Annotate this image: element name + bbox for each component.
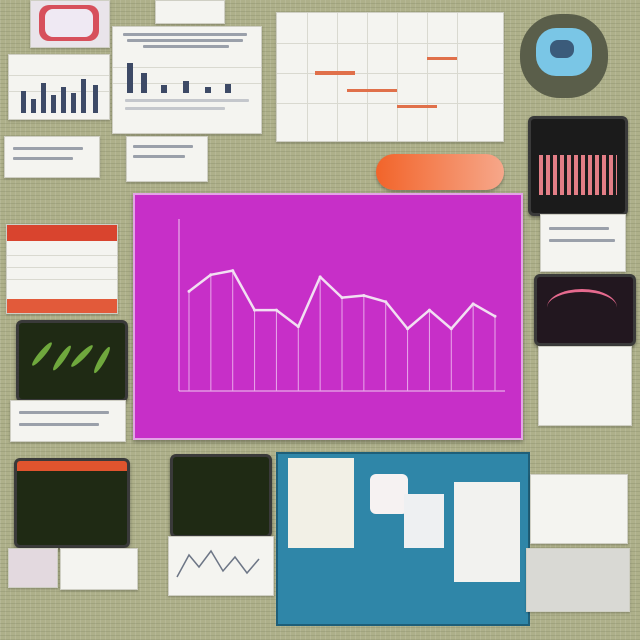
tablet-pink-graph: [534, 274, 636, 346]
tablet-leaf-image-left: [16, 320, 128, 402]
data-point: [274, 308, 278, 312]
line-chart-card-bottom: [168, 536, 274, 596]
data-point: [253, 308, 257, 312]
bottom-right-photo: [526, 548, 630, 612]
top-small-card: [155, 0, 225, 24]
map-panel: [520, 14, 608, 98]
data-point: [449, 327, 453, 331]
bar-chart-card-left: [8, 54, 110, 120]
data-point: [362, 294, 366, 298]
bottom-right-doc: [530, 474, 628, 544]
bottom-left-small: [8, 548, 58, 588]
tablet-bar-chart: [528, 116, 628, 216]
data-point: [296, 325, 300, 329]
data-point: [318, 275, 322, 279]
top-left-poster: [30, 0, 110, 48]
data-point: [493, 314, 497, 318]
bar-chart-card-center: [112, 26, 262, 134]
line-doc-left: [10, 400, 126, 442]
right-doc-card: [540, 214, 626, 272]
red-table-card: [6, 224, 118, 314]
main-line-chart: [178, 219, 505, 392]
data-point: [187, 289, 191, 293]
teal-board: [276, 452, 530, 626]
tablet-leaf-image-bottom-left: [14, 458, 130, 548]
small-doc-center: [126, 136, 208, 182]
data-point: [384, 300, 388, 304]
data-point: [427, 308, 431, 312]
data-point: [406, 327, 410, 331]
bottom-left-small-2: [60, 548, 138, 590]
right-doc-card-2: [538, 346, 632, 426]
data-point: [231, 269, 235, 273]
tablet-leaf-image-bottom-center: [170, 454, 272, 538]
orange-pill-object: [376, 154, 504, 190]
data-point: [471, 302, 475, 306]
gantt-chart-card: [276, 12, 504, 142]
data-point: [209, 273, 213, 277]
data-point: [340, 296, 344, 300]
main-line-chart-panel: [133, 193, 523, 440]
small-doc-left: [4, 136, 100, 178]
